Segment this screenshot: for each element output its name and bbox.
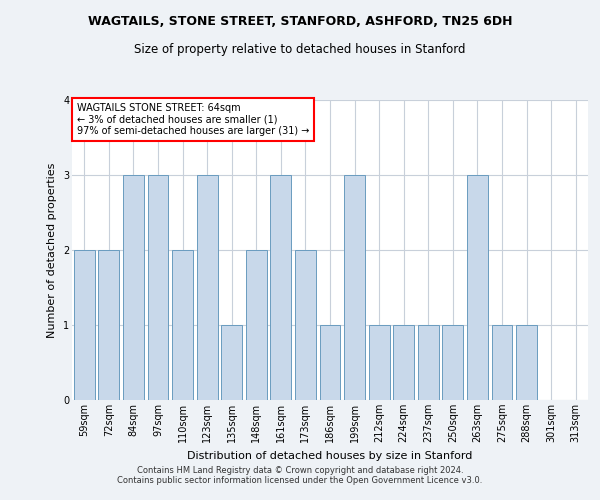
Bar <box>98 250 119 400</box>
Bar <box>491 325 512 400</box>
Bar <box>295 250 316 400</box>
Bar <box>246 250 267 400</box>
Bar <box>221 325 242 400</box>
Bar <box>271 175 292 400</box>
Text: Size of property relative to detached houses in Stanford: Size of property relative to detached ho… <box>134 42 466 56</box>
Bar <box>320 325 340 400</box>
Bar <box>393 325 414 400</box>
Text: WAGTAILS STONE STREET: 64sqm
← 3% of detached houses are smaller (1)
97% of semi: WAGTAILS STONE STREET: 64sqm ← 3% of det… <box>77 103 310 136</box>
Text: Contains HM Land Registry data © Crown copyright and database right 2024.
Contai: Contains HM Land Registry data © Crown c… <box>118 466 482 485</box>
Bar <box>197 175 218 400</box>
Bar <box>74 250 95 400</box>
Bar <box>467 175 488 400</box>
X-axis label: Distribution of detached houses by size in Stanford: Distribution of detached houses by size … <box>187 450 473 460</box>
Text: WAGTAILS, STONE STREET, STANFORD, ASHFORD, TN25 6DH: WAGTAILS, STONE STREET, STANFORD, ASHFOR… <box>88 15 512 28</box>
Y-axis label: Number of detached properties: Number of detached properties <box>47 162 58 338</box>
Bar <box>123 175 144 400</box>
Bar <box>418 325 439 400</box>
Bar <box>368 325 389 400</box>
Bar <box>344 175 365 400</box>
Bar <box>148 175 169 400</box>
Bar <box>442 325 463 400</box>
Bar <box>172 250 193 400</box>
Bar <box>516 325 537 400</box>
